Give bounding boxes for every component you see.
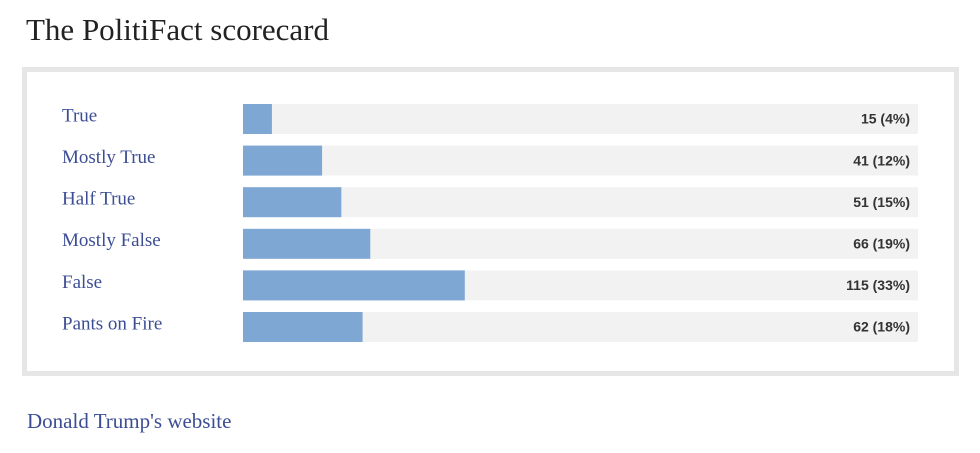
value-label: 41 (12%) (853, 152, 910, 168)
bar (243, 187, 342, 218)
website-link[interactable]: Donald Trump's website (27, 409, 231, 433)
category-label: Pants on Fire (62, 313, 162, 334)
value-label: 15 (4%) (861, 111, 910, 127)
bar (243, 270, 465, 301)
value-label: 115 (33%) (846, 277, 910, 293)
category-label: Mostly False (62, 230, 161, 251)
value-label: 66 (19%) (853, 236, 910, 252)
bar (243, 228, 371, 259)
value-label: 62 (18%) (853, 319, 910, 335)
bar (243, 145, 323, 176)
category-label: True (62, 105, 97, 126)
category-label: False (62, 272, 102, 293)
bar-track (243, 104, 918, 134)
bar-track (243, 145, 918, 176)
bar-track (243, 187, 918, 218)
chart-rows: True 15 (4%) Mostly True 41 (12%) Half True 5… (62, 104, 918, 342)
value-label: 51 (15%) (853, 194, 910, 210)
category-label: Half True (62, 189, 135, 210)
bar (243, 312, 363, 342)
category-label: Mostly True (62, 147, 155, 168)
page-title: The PolitiFact scorecard (26, 12, 330, 47)
bar (243, 104, 272, 134)
